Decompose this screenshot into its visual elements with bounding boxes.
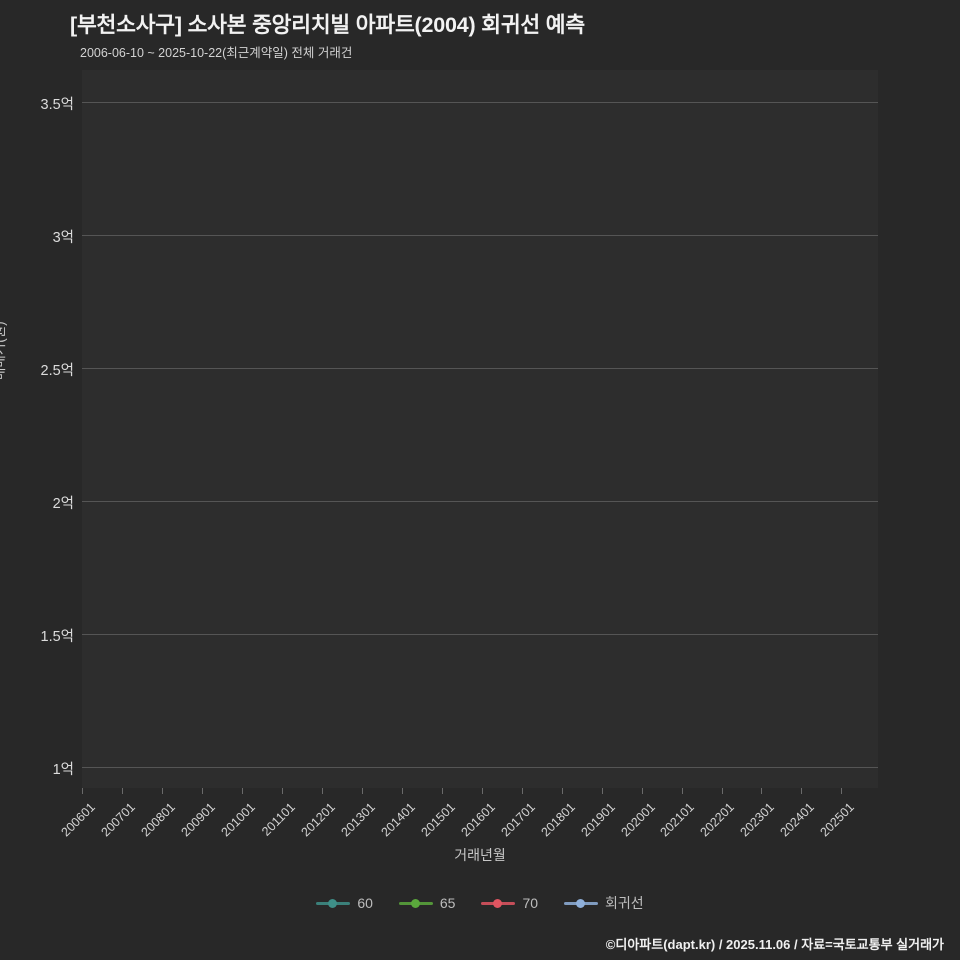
footer-credit: ©디아파트(dapt.kr) / 2025.11.06 / 자료=국토교통부 실… [605,937,944,952]
y-axis-tick-label: 3억 [52,229,74,246]
chart-subtitle: 2006-06-10 ~ 2025-10-22(최근계약일) 전체 거래건 [80,46,353,60]
chart-header [0,0,960,70]
legend-swatch-icon [481,897,516,909]
legend-item-4[interactable]: 회귀선 [564,893,644,913]
y-axis-label: 매매가(원) [0,321,7,380]
x-axis-tick [601,788,603,794]
legend-item-3[interactable]: 70 [481,895,538,911]
x-axis-tick [82,788,83,794]
x-axis-tick [681,788,683,794]
y-axis-tick-label: 2.5억 [40,362,75,379]
gridline [82,367,878,369]
page-title: [부천소사구] 소사본 중앙리치빌 아파트(2004) 회귀선 예측 [70,13,585,37]
legend-item-2[interactable]: 65 [398,895,456,911]
plot-area [82,70,878,788]
legend-swatch-icon [398,897,433,909]
x-axis-tick [721,788,723,794]
x-axis-tick [441,788,443,794]
gridline [82,234,878,236]
legend-label: 65 [439,895,456,911]
gridline [82,633,878,635]
x-axis-tick [641,788,643,794]
x-axis-tick [561,788,563,794]
legend-label: 회귀선 [605,895,644,911]
x-axis-label: 거래년월 [454,847,506,863]
legend-swatch-icon [316,897,351,909]
legend-item-1[interactable]: 60 [316,895,373,911]
x-axis-tick [321,788,323,794]
x-axis-tick [201,788,203,794]
x-axis-tick [281,788,283,794]
legend-swatch-icon [564,897,599,909]
gridline [82,766,878,768]
x-axis-tick [401,788,403,794]
plot-background [82,70,878,788]
legend-label: 60 [357,895,373,911]
chart-legend: 60 65 70 회귀선 [0,893,960,913]
x-axis-tick [481,788,483,794]
x-axis-tick [122,788,123,794]
gridline [82,500,878,502]
y-axis-tick-label: 1.5억 [40,628,75,645]
gridline [82,101,878,103]
x-axis-tick [161,788,163,794]
y-axis-tick-label: 2억 [52,495,74,512]
x-axis-tick [761,788,763,794]
legend-label: 70 [522,895,539,911]
x-axis-tick [801,788,803,794]
y-axis-tick-label: 1억 [52,761,74,778]
x-axis-tick [361,788,363,794]
x-axis-tick [841,788,843,794]
y-axis-tick-label: 3.5억 [40,96,75,113]
x-axis-tick [241,788,243,794]
x-axis-tick [521,788,523,794]
